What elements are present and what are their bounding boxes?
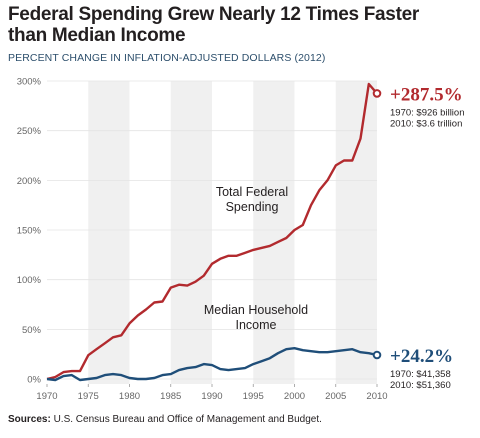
- y-tick-label: 150%: [17, 226, 42, 237]
- end-value-label: +287.5%: [390, 84, 463, 105]
- y-tick-label: 250%: [17, 126, 42, 137]
- x-tick-label: 2010: [366, 391, 387, 402]
- end-note: 1970: $41,358: [390, 369, 451, 380]
- y-tick-label: 200%: [17, 176, 42, 187]
- grid-band: [170, 81, 212, 384]
- series-name-label: Income: [236, 318, 277, 332]
- source-text: U.S. Census Bureau and Office of Managem…: [53, 414, 322, 425]
- series-line-1: [46, 347, 378, 382]
- series-end-marker: [372, 350, 382, 360]
- end-value-label: +24.2%: [390, 346, 453, 367]
- source-prefix: Sources:: [8, 414, 51, 425]
- end-note: 2010: $51,360: [390, 380, 451, 391]
- y-tick-label: 300%: [17, 77, 42, 88]
- x-tick-label: 2005: [325, 391, 346, 402]
- x-tick-label: 1975: [78, 391, 99, 402]
- x-tick-label: 1995: [243, 391, 264, 402]
- x-tick-label: 1980: [119, 391, 140, 402]
- grid-band: [88, 81, 130, 384]
- end-note: 2010: $3.6 trillion: [390, 118, 462, 129]
- y-axis-ticks: 0% 50% 100% 150% 200% 250% 300%: [17, 77, 377, 386]
- series-line-0: [46, 82, 378, 381]
- chart-title: Federal Spending Grew Nearly 12 Times Fa…: [8, 4, 419, 46]
- series-name-label: Total Federal: [216, 185, 288, 199]
- x-tick-label: 2000: [284, 391, 305, 402]
- y-tick-label: 100%: [17, 275, 42, 286]
- y-tick-label: 50%: [22, 325, 42, 336]
- grid-bands: [88, 81, 377, 384]
- x-tick-label: 1990: [201, 391, 222, 402]
- source-note: Sources: U.S. Census Bureau and Office o…: [8, 414, 322, 425]
- x-tick-label: 1970: [36, 391, 57, 402]
- series-name-label: Median Household: [204, 303, 308, 317]
- series-name-label: Spending: [226, 200, 279, 214]
- x-axis-ticks: 1970 1975 1980 1985 1990 1995 2000 2005 2010: [36, 384, 388, 402]
- series-end-marker: [372, 89, 382, 98]
- end-note: 1970: $926 billion: [390, 107, 464, 118]
- chart-subtitle: PERCENT CHANGE IN INFLATION-ADJUSTED DOL…: [8, 52, 326, 64]
- grid-band: [335, 81, 377, 384]
- x-tick-label: 1985: [160, 391, 181, 402]
- y-tick-label: 0%: [27, 375, 41, 386]
- grid-band: [253, 81, 295, 384]
- series-lines: [46, 82, 382, 382]
